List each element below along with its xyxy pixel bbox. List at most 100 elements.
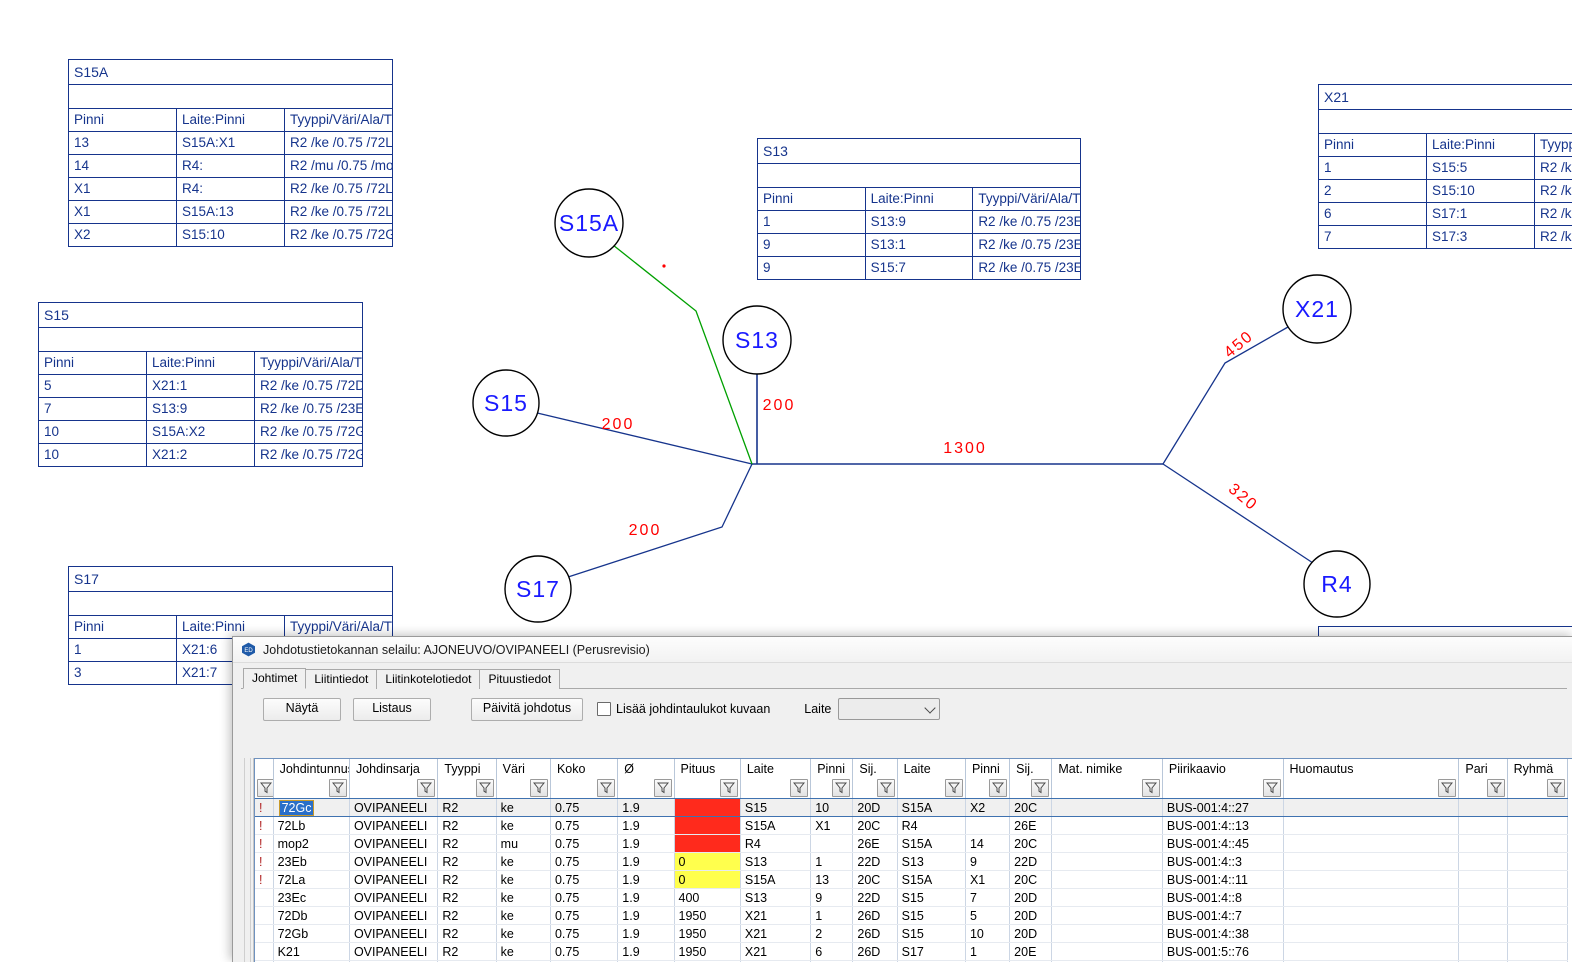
filter-cell[interactable]: [550, 778, 617, 799]
col-header-ryhma[interactable]: Ryhmä: [1507, 759, 1567, 778]
filter-funnel-icon[interactable]: [654, 779, 672, 797]
col-header-laite1[interactable]: Laite: [740, 759, 810, 778]
cell-mat-nimike[interactable]: [1052, 943, 1163, 961]
cell-sij1[interactable]: 26D: [853, 907, 897, 925]
cell-piirikaavio[interactable]: BUS-001:4::3: [1162, 853, 1283, 871]
tab-liitintiedot[interactable]: Liitintiedot: [305, 669, 377, 689]
cell-johdinsarja[interactable]: OVIPANEELI: [349, 871, 437, 889]
cell-vari[interactable]: ke: [496, 871, 550, 889]
cell-pinni1[interactable]: 1: [811, 853, 853, 871]
paivita-johdotus-button[interactable]: Päivitä johdotus: [471, 698, 583, 721]
col-header-pinni1[interactable]: Pinni: [811, 759, 853, 778]
filter-cell[interactable]: [1283, 778, 1459, 799]
filter-cell[interactable]: [438, 778, 496, 799]
cell-pari[interactable]: [1459, 835, 1507, 853]
filter-funnel-icon[interactable]: [1487, 779, 1505, 797]
cell-pari[interactable]: [1459, 907, 1507, 925]
filter-funnel-icon[interactable]: [1031, 779, 1049, 797]
cell-koko[interactable]: 0.75: [550, 871, 617, 889]
cell-laite1[interactable]: S13: [740, 853, 810, 871]
grid-header-row[interactable]: Johdintunnus Johdinsarja Tyyppi Väri Kok…: [255, 759, 1568, 778]
cell-pinni2[interactable]: 10: [965, 925, 1009, 943]
cell-johdinsarja[interactable]: OVIPANEELI: [349, 925, 437, 943]
cell-tyyppi[interactable]: R2: [438, 835, 496, 853]
cell-laite2[interactable]: S15A: [897, 871, 965, 889]
col-header-pituus[interactable]: Pituus: [674, 759, 740, 778]
col-header-sij1[interactable]: Sij.: [853, 759, 897, 778]
cell-tyyppi[interactable]: R2: [438, 799, 496, 817]
cell-piirikaavio[interactable]: BUS-001:4::27: [1162, 799, 1283, 817]
cell-pituus[interactable]: 0: [674, 853, 740, 871]
cell-pinni2[interactable]: 5: [965, 907, 1009, 925]
cell-laite1[interactable]: X21: [740, 907, 810, 925]
cell-pari[interactable]: [1459, 799, 1507, 817]
cell-huomautus[interactable]: [1283, 943, 1459, 961]
cell-johdinsarja[interactable]: OVIPANEELI: [349, 889, 437, 907]
filter-cell-flag[interactable]: [255, 778, 273, 799]
cell-halkaisija[interactable]: 1.9: [618, 835, 674, 853]
filter-cell[interactable]: [496, 778, 550, 799]
tab-pituustiedot[interactable]: Pituustiedot: [479, 669, 560, 689]
cell-laite1[interactable]: S15: [740, 799, 810, 817]
cell-sij2[interactable]: 20D: [1010, 907, 1052, 925]
cell-huomautus[interactable]: [1283, 853, 1459, 871]
cell-koko[interactable]: 0.75: [550, 925, 617, 943]
cell-ryhma[interactable]: [1507, 943, 1567, 961]
cell-laite1[interactable]: X21: [740, 925, 810, 943]
cell-laite2[interactable]: S15: [897, 925, 965, 943]
filter-cell[interactable]: [853, 778, 897, 799]
cell-ryhma[interactable]: [1507, 853, 1567, 871]
cell-laite2[interactable]: S13: [897, 853, 965, 871]
filter-funnel-icon[interactable]: [1142, 779, 1160, 797]
cell-pari[interactable]: [1459, 871, 1507, 889]
cell-vari[interactable]: ke: [496, 853, 550, 871]
filter-cell[interactable]: [618, 778, 674, 799]
cell-mat-nimike[interactable]: [1052, 817, 1163, 835]
listaus-button[interactable]: Listaus: [353, 698, 431, 721]
cell-laite1[interactable]: R4: [740, 835, 810, 853]
cell-huomautus[interactable]: [1283, 835, 1459, 853]
cell-halkaisija[interactable]: 1.9: [618, 907, 674, 925]
cell-pari[interactable]: [1459, 943, 1507, 961]
cell-johdintunnus-editor[interactable]: 72Gc: [280, 801, 314, 815]
cell-laite1[interactable]: S15A: [740, 871, 810, 889]
cell-laite2[interactable]: S15: [897, 889, 965, 907]
cad-node-s13[interactable]: S13: [723, 306, 791, 374]
cell-johdinsarja[interactable]: OVIPANEELI: [349, 943, 437, 961]
cell-johdinsarja[interactable]: OVIPANEELI: [349, 799, 437, 817]
col-header-vari[interactable]: Väri: [496, 759, 550, 778]
cell-johdinsarja[interactable]: OVIPANEELI: [349, 817, 437, 835]
col-header-johdinsarja[interactable]: Johdinsarja: [349, 759, 437, 778]
filter-cell[interactable]: [1052, 778, 1163, 799]
filter-cell[interactable]: [965, 778, 1009, 799]
cell-koko[interactable]: 0.75: [550, 907, 617, 925]
cell-tyyppi[interactable]: R2: [438, 943, 496, 961]
laite-dropdown[interactable]: [838, 698, 940, 720]
cell-piirikaavio[interactable]: BUS-001:4::11: [1162, 871, 1283, 889]
filter-funnel-icon[interactable]: [832, 779, 850, 797]
cell-vari[interactable]: ke: [496, 907, 550, 925]
cell-pinni1[interactable]: [811, 835, 853, 853]
cell-pinni1[interactable]: 1: [811, 907, 853, 925]
cell-huomautus[interactable]: [1283, 907, 1459, 925]
filter-funnel-icon[interactable]: [597, 779, 615, 797]
cell-koko[interactable]: 0.75: [550, 889, 617, 907]
cell-vari[interactable]: ke: [496, 799, 550, 817]
cell-halkaisija[interactable]: 1.9: [618, 853, 674, 871]
filter-funnel-icon[interactable]: [417, 779, 435, 797]
cell-sij2[interactable]: 20E: [1010, 943, 1052, 961]
col-header-pinni2[interactable]: Pinni: [965, 759, 1009, 778]
cell-koko[interactable]: 0.75: [550, 799, 617, 817]
filter-funnel-icon[interactable]: [1438, 779, 1456, 797]
cell-halkaisija[interactable]: 1.9: [618, 799, 674, 817]
cell-tyyppi[interactable]: R2: [438, 889, 496, 907]
cad-node-r4[interactable]: R4: [1304, 551, 1370, 617]
cell-mat-nimike[interactable]: [1052, 853, 1163, 871]
tab-johtimet[interactable]: Johtimet: [243, 668, 306, 689]
cell-sij1[interactable]: 20C: [853, 871, 897, 889]
cell-halkaisija[interactable]: 1.9: [618, 889, 674, 907]
